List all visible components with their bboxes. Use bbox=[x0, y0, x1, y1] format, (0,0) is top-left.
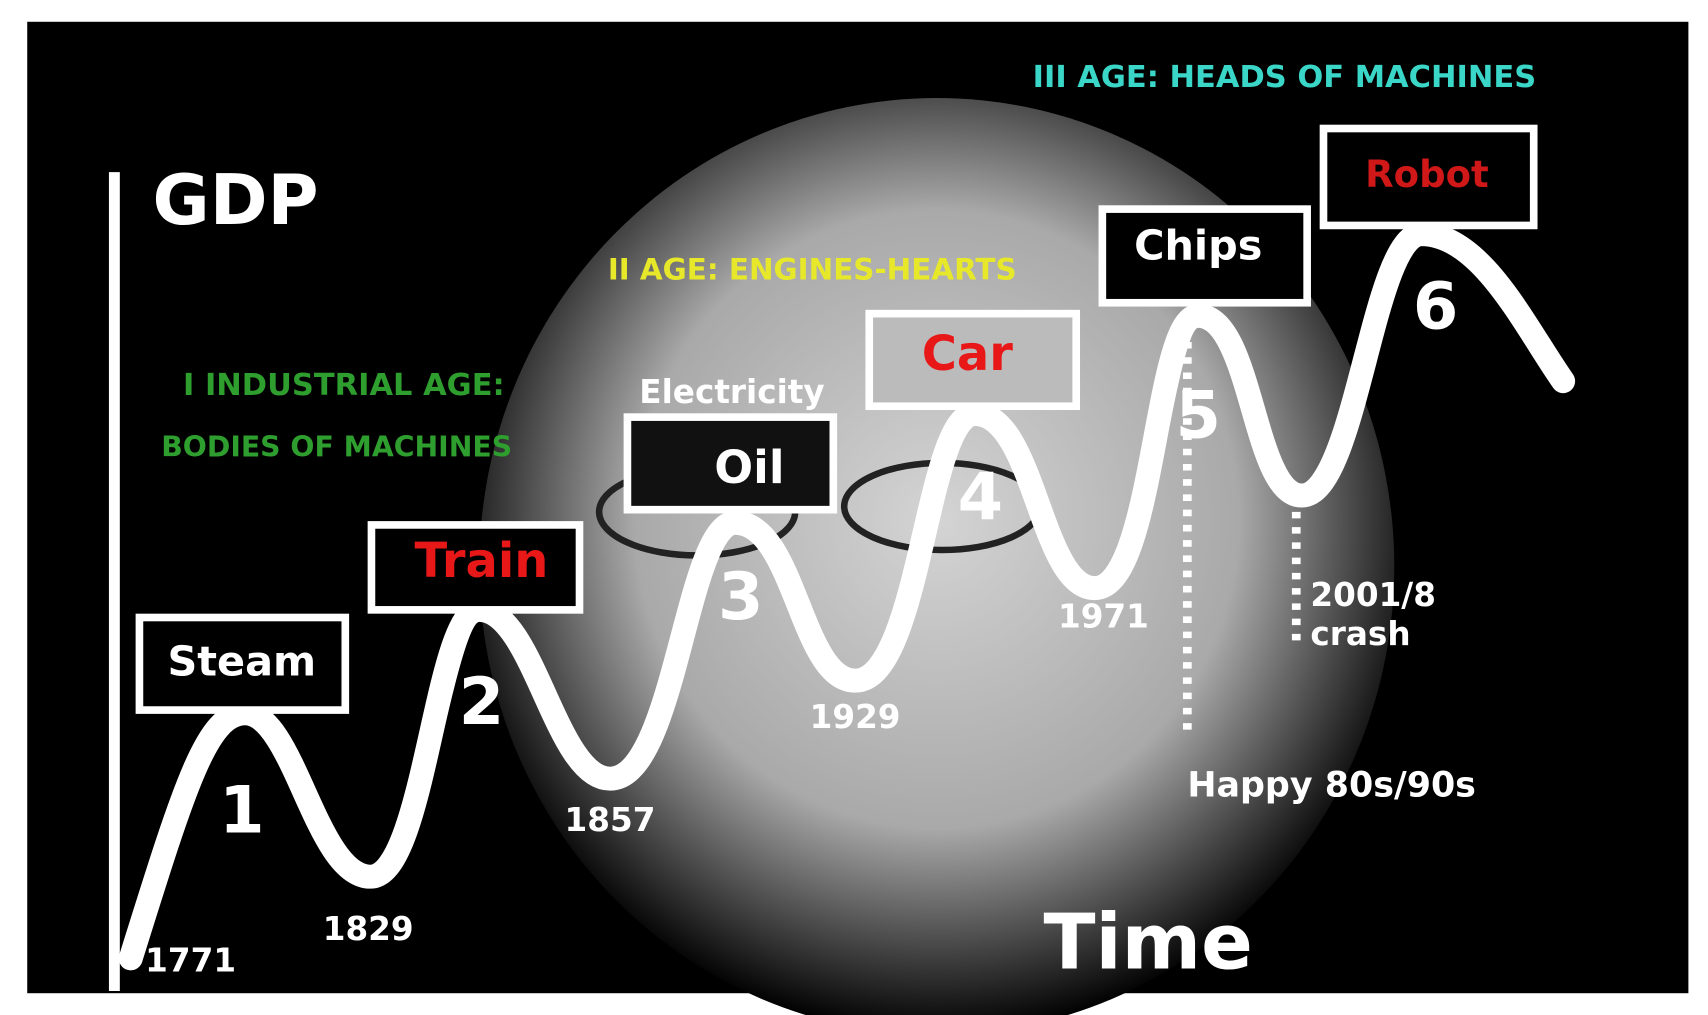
age-label: BODIES OF MACHINES bbox=[161, 431, 512, 464]
box-label: Steam bbox=[167, 637, 316, 685]
year-label: 1857 bbox=[565, 801, 656, 839]
age-label: I INDUSTRIAL AGE: bbox=[183, 368, 505, 403]
wave-number: 4 bbox=[958, 459, 1003, 535]
age-label: III AGE: HEADS OF MACHINES bbox=[1033, 60, 1537, 95]
diagram: GDP Time I INDUSTRIAL AGE: BODIES OF MAC… bbox=[0, 0, 1708, 1015]
box-label: Chips bbox=[1134, 221, 1262, 269]
wave-number: 3 bbox=[718, 559, 763, 635]
box-label: Robot bbox=[1365, 153, 1489, 196]
wave-number: 5 bbox=[1175, 377, 1220, 453]
box-label: Train bbox=[415, 534, 549, 589]
annotation: 2001/8 bbox=[1310, 576, 1436, 614]
box-label: Oil bbox=[714, 441, 784, 494]
annotation: Happy 80s/90s bbox=[1187, 765, 1476, 805]
box-label: Car bbox=[922, 327, 1013, 382]
year-label: 1929 bbox=[810, 698, 901, 736]
year-label: 1829 bbox=[323, 910, 414, 948]
annotation: Electricity bbox=[639, 373, 824, 411]
x-axis-label: Time bbox=[1044, 897, 1253, 986]
annotation: crash bbox=[1310, 615, 1410, 653]
wave-number: 6 bbox=[1413, 268, 1458, 344]
year-label: 1771 bbox=[145, 942, 236, 980]
wave-number: 1 bbox=[219, 773, 264, 849]
age-label: II AGE: ENGINES-HEARTS bbox=[608, 253, 1017, 287]
page: GDP Time I INDUSTRIAL AGE: BODIES OF MAC… bbox=[0, 0, 1708, 1015]
year-label: 1971 bbox=[1058, 598, 1149, 636]
y-axis-label: GDP bbox=[153, 160, 319, 241]
wave-number: 2 bbox=[459, 664, 504, 740]
